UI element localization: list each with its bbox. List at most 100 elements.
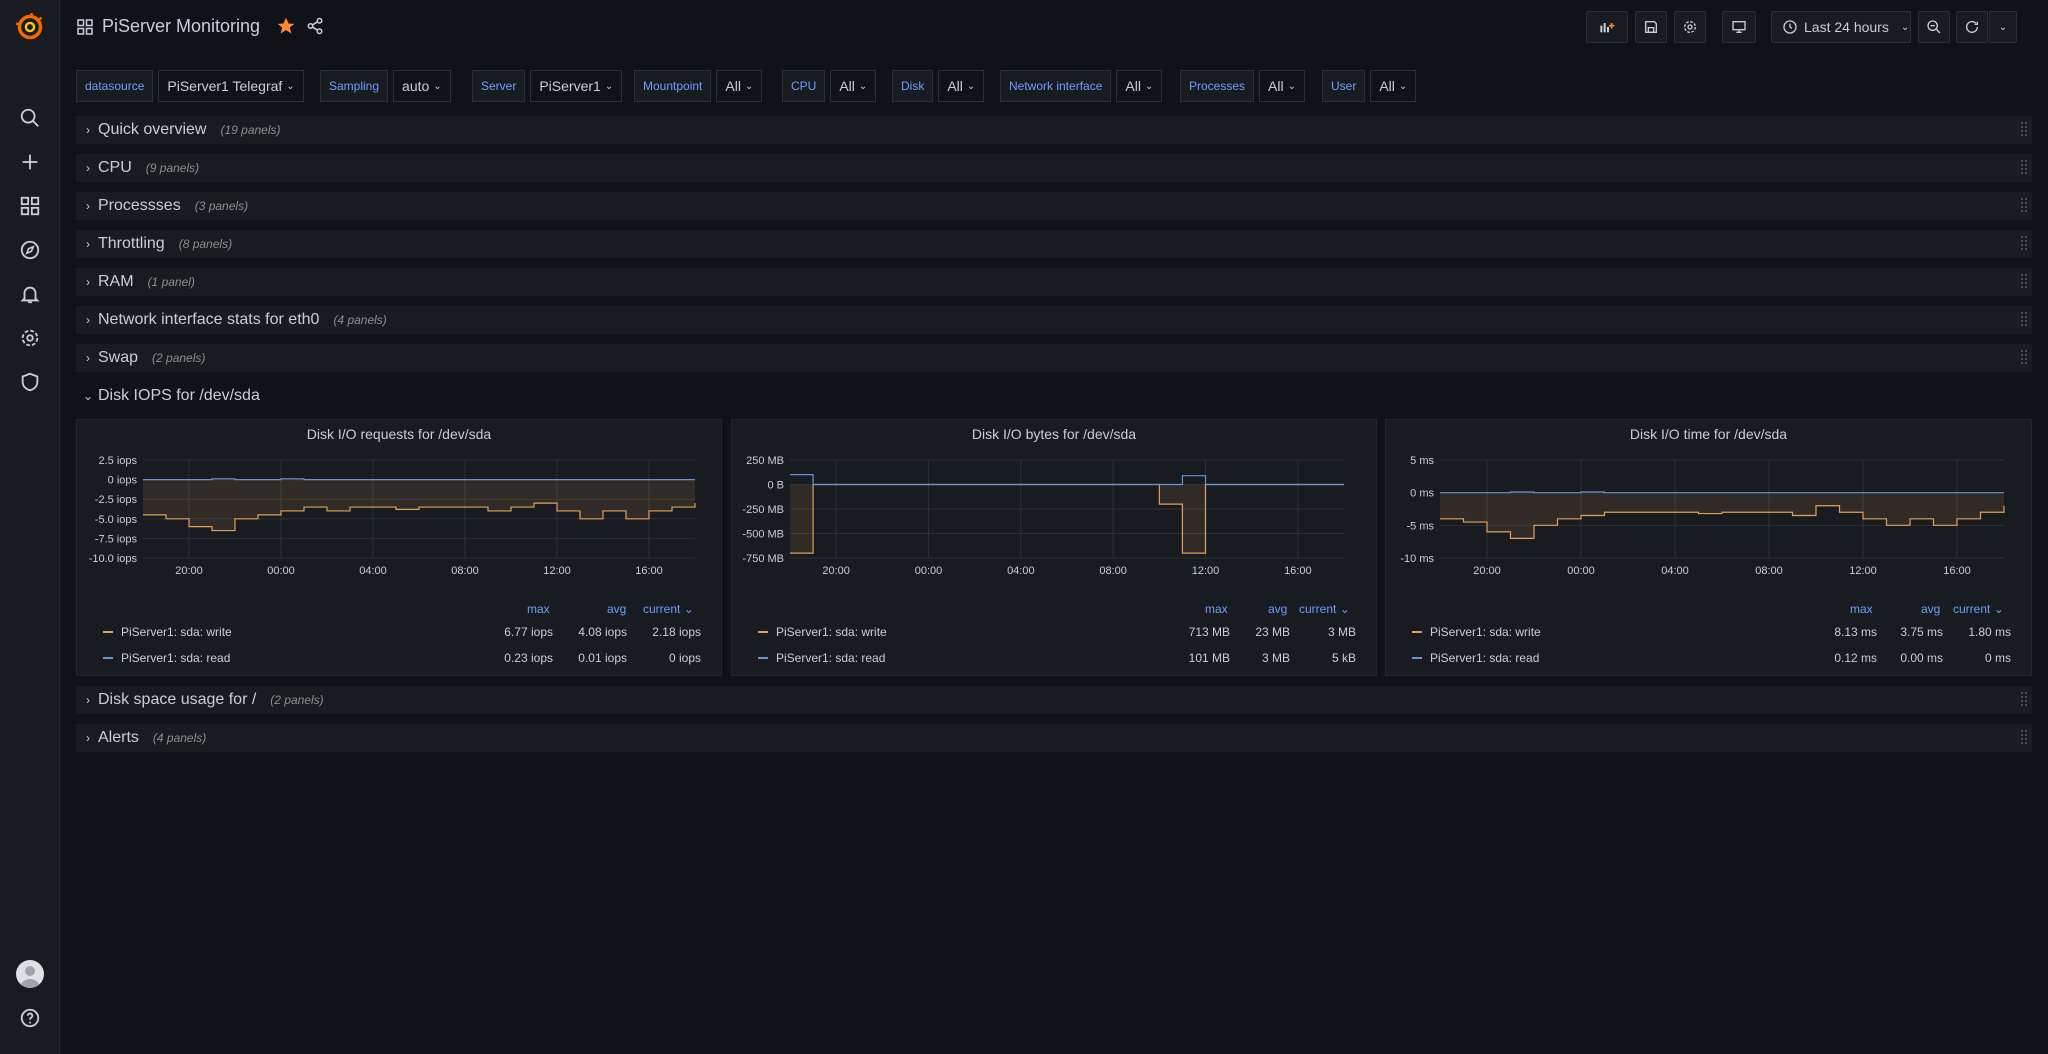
- series-current: 0 iops: [668, 651, 701, 665]
- panel-title: Disk I/O requests for /dev/sda: [306, 426, 492, 442]
- legend-header-max[interactable]: max: [1850, 602, 1873, 616]
- legend-header-label: current: [643, 602, 681, 616]
- drag-handle-icon[interactable]: [2020, 691, 2028, 709]
- legend-header-current[interactable]: current ⌄: [643, 602, 694, 616]
- add-panel-button[interactable]: [1586, 11, 1628, 43]
- explore-compass-icon[interactable]: [15, 235, 45, 265]
- legend-header-max[interactable]: max: [1205, 602, 1228, 616]
- row-title: Quick overview: [98, 121, 207, 138]
- row-cpu[interactable]: › CPU (9 panels): [76, 154, 2032, 182]
- series-line: [143, 502, 696, 532]
- x-tick-label: 00:00: [267, 565, 295, 577]
- x-tick-label: 20:00: [1473, 565, 1501, 577]
- var-value: auto: [402, 78, 430, 94]
- drag-handle-icon[interactable]: [2020, 159, 2028, 177]
- legend-item[interactable]: PiServer1: sda: read 101 MB 3 MB 5 kB: [758, 648, 1356, 668]
- drag-handle-icon[interactable]: [2020, 235, 2028, 253]
- x-tick-label: 00:00: [1567, 565, 1595, 577]
- dashboards-icon[interactable]: [15, 191, 45, 221]
- row-disk-space-usage[interactable]: › Disk space usage for / (2 panels): [76, 686, 2032, 714]
- row-panel-count: (4 panels): [152, 731, 207, 745]
- legend-header-current[interactable]: current ⌄: [1953, 602, 2004, 616]
- row-title: Disk space usage for /: [98, 691, 257, 708]
- disk-io-bytes-chart[interactable]: 250 MB 0 B -250 MB -500 MB -750 MB 20:00 00:00…: [732, 450, 1378, 595]
- time-picker-button[interactable]: Last 24 hours ⌄: [1771, 11, 1911, 43]
- zoom-out-button[interactable]: [1918, 11, 1950, 43]
- row-ram[interactable]: › RAM (1 panel): [76, 268, 2032, 296]
- drag-handle-icon[interactable]: [2020, 197, 2028, 215]
- legend-item[interactable]: PiServer1: sda: write 6.77 iops 4.08 iop…: [103, 622, 701, 642]
- row-processes[interactable]: › Processses (3 panels): [76, 192, 2032, 220]
- drag-handle-icon[interactable]: [2020, 273, 2028, 291]
- legend-item[interactable]: PiServer1: sda: write 8.13 ms 3.75 ms 1.…: [1412, 622, 2011, 642]
- dashboard-title[interactable]: PiServer Monitoring: [102, 16, 261, 36]
- save-dashboard-button[interactable]: [1635, 11, 1667, 43]
- help-icon[interactable]: [15, 1003, 45, 1033]
- var-sampling: Sampling auto ⌄: [320, 70, 451, 102]
- legend-header-label: current: [1299, 602, 1337, 616]
- refresh-interval-button[interactable]: ⌄: [1989, 11, 2017, 43]
- drag-handle-icon[interactable]: [2020, 349, 2028, 367]
- var-select[interactable]: PiServer1 Telegraf ⌄: [158, 70, 304, 102]
- legend-item[interactable]: PiServer1: sda: read 0.23 iops 0.01 iops…: [103, 648, 701, 668]
- var-select[interactable]: All ⌄: [830, 70, 877, 102]
- chevron-down-icon: ⌄: [966, 80, 976, 92]
- row-disk-iops[interactable]: ⌄ Disk IOPS for /dev/sda: [76, 382, 2032, 410]
- var-select[interactable]: All ⌄: [1259, 70, 1305, 102]
- row-network-interface[interactable]: › Network interface stats for eth0 (4 pa…: [76, 306, 2032, 334]
- legend-header-current[interactable]: current ⌄: [1299, 602, 1350, 616]
- panel-disk-io-time[interactable]: Disk I/O time for /dev/sda 5 ms 0 ms -5 ms…: [1385, 419, 2032, 676]
- row-quick-overview[interactable]: › Quick overview (19 panels): [76, 116, 2032, 144]
- legend-header-avg[interactable]: avg: [607, 602, 627, 616]
- configuration-gear-icon[interactable]: [15, 323, 45, 353]
- y-tick-label: 0 iops: [108, 475, 138, 487]
- var-select[interactable]: All ⌄: [716, 70, 763, 102]
- y-tick-label: -250 MB: [742, 504, 784, 516]
- var-select[interactable]: PiServer1 ⌄: [530, 70, 623, 102]
- var-network-interface: Network interface All ⌄: [1000, 70, 1163, 102]
- series-current: 3 MB: [1327, 625, 1356, 639]
- var-label: Processes: [1180, 70, 1255, 102]
- legend-header-avg[interactable]: avg: [1921, 602, 1941, 616]
- drag-handle-icon[interactable]: [2020, 121, 2028, 139]
- legend-item[interactable]: PiServer1: sda: write 713 MB 23 MB 3 MB: [758, 622, 1356, 642]
- var-select[interactable]: All ⌄: [938, 70, 985, 102]
- var-select[interactable]: All ⌄: [1116, 70, 1163, 102]
- row-throttling[interactable]: › Throttling (8 panels): [76, 230, 2032, 258]
- y-tick-label: 2.5 iops: [98, 455, 137, 467]
- legend-header-max[interactable]: max: [527, 602, 550, 616]
- user-avatar[interactable]: [16, 960, 44, 988]
- drag-handle-icon[interactable]: [2020, 311, 2028, 329]
- var-select[interactable]: All ⌄: [1370, 70, 1417, 102]
- row-alerts[interactable]: › Alerts (4 panels): [76, 724, 2032, 752]
- disk-io-time-chart[interactable]: 5 ms 0 ms -5 ms -10 ms 20:00 00:00 04:00 08:00 1…: [1386, 450, 2033, 595]
- var-select[interactable]: auto ⌄: [393, 70, 451, 102]
- cycle-view-mode-button[interactable]: [1722, 11, 1756, 43]
- series-name: PiServer1: sda: write: [121, 625, 232, 639]
- panel-disk-io-requests[interactable]: Disk I/O requests for /dev/sda 2.5 iops 0…: [76, 419, 722, 676]
- server-admin-shield-icon[interactable]: [15, 367, 45, 397]
- row-swap[interactable]: › Swap (2 panels): [76, 344, 2032, 372]
- disk-io-requests-chart[interactable]: 2.5 iops 0 iops -2.5 iops -5.0 iops -7.5 iop…: [77, 450, 723, 595]
- series-avg: 3.75 ms: [1900, 625, 1943, 639]
- grafana-logo-icon[interactable]: [15, 12, 45, 42]
- search-icon[interactable]: [15, 103, 45, 133]
- refresh-button[interactable]: [1956, 11, 1988, 43]
- chevron-down-icon: ⌄: [1287, 80, 1296, 92]
- panel-disk-io-bytes[interactable]: Disk I/O bytes for /dev/sda 250 MB 0 B -25…: [731, 419, 1377, 676]
- legend-item[interactable]: PiServer1: sda: read 0.12 ms 0.00 ms 0 m…: [1412, 648, 2011, 668]
- share-icon[interactable]: [306, 17, 324, 35]
- var-label: Mountpoint: [634, 70, 712, 102]
- var-label: Network interface: [1000, 70, 1112, 102]
- create-plus-icon[interactable]: [15, 147, 45, 177]
- var-value: PiServer1 Telegraf: [167, 78, 283, 94]
- y-tick-label: -500 MB: [742, 529, 784, 541]
- zoom-out-icon: [1927, 20, 1941, 34]
- legend-header-avg[interactable]: avg: [1268, 602, 1288, 616]
- series-name: PiServer1: sda: read: [1430, 651, 1540, 665]
- dashboard-settings-button[interactable]: [1674, 11, 1706, 43]
- alerting-bell-icon[interactable]: [15, 279, 45, 309]
- var-server: Server PiServer1 ⌄: [472, 70, 623, 102]
- star-favorite-icon[interactable]: [276, 16, 296, 36]
- drag-handle-icon[interactable]: [2020, 729, 2028, 747]
